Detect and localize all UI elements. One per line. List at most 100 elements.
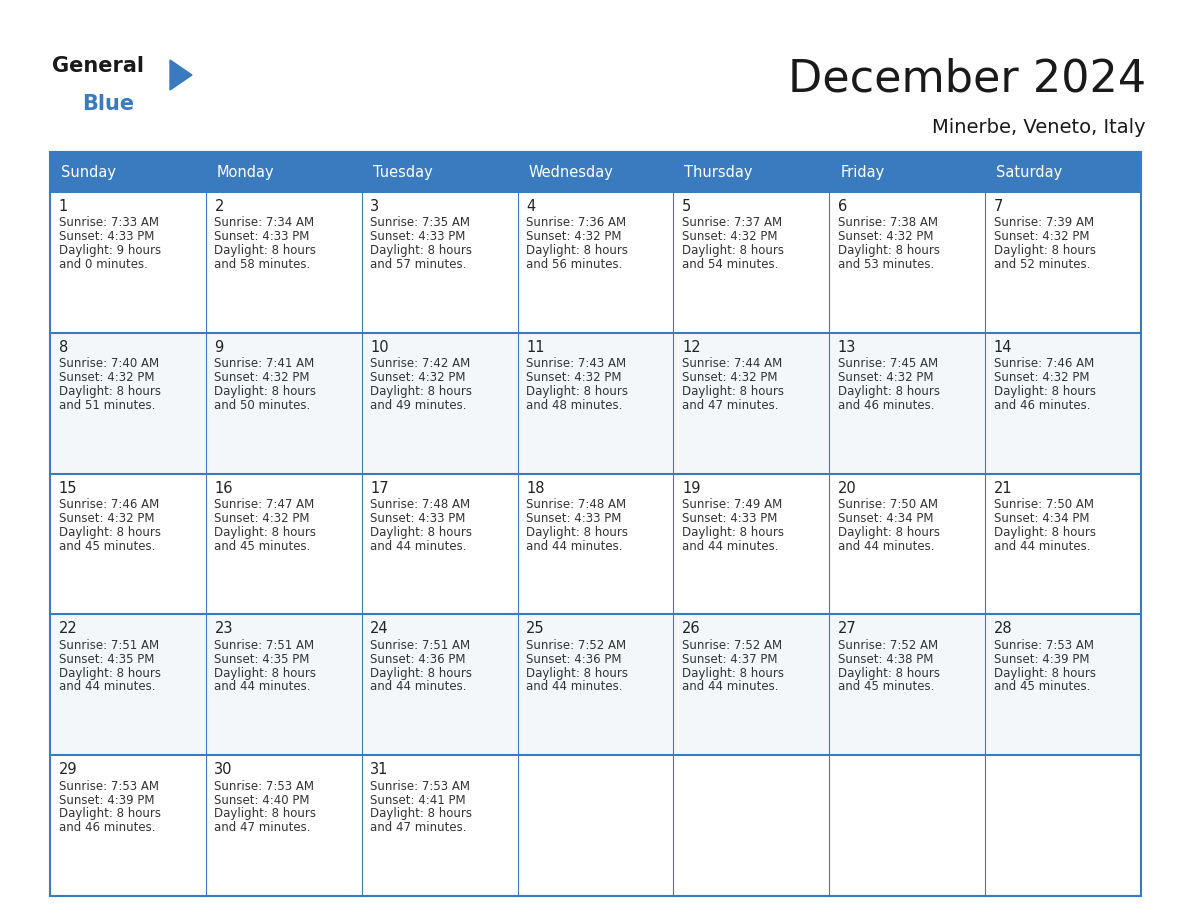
Text: Sunset: 4:33 PM: Sunset: 4:33 PM [371,230,466,243]
Text: Sunrise: 7:52 AM: Sunrise: 7:52 AM [682,639,782,652]
Text: Sunset: 4:37 PM: Sunset: 4:37 PM [682,653,777,666]
Text: Daylight: 8 hours: Daylight: 8 hours [214,244,316,257]
Text: Sunset: 4:33 PM: Sunset: 4:33 PM [526,512,621,525]
Text: Daylight: 8 hours: Daylight: 8 hours [58,385,160,397]
Text: Sunrise: 7:37 AM: Sunrise: 7:37 AM [682,217,782,230]
Text: 14: 14 [993,340,1012,354]
Text: Sunset: 4:32 PM: Sunset: 4:32 PM [993,371,1089,384]
Bar [518,152,674,192]
Text: and 46 minutes.: and 46 minutes. [838,398,934,411]
Text: Daylight: 8 hours: Daylight: 8 hours [682,385,784,397]
Bar [50,192,1140,333]
Text: General: General [52,56,144,76]
Text: Sunset: 4:33 PM: Sunset: 4:33 PM [371,512,466,525]
Text: 28: 28 [993,621,1012,636]
Text: Sunrise: 7:39 AM: Sunrise: 7:39 AM [993,217,1094,230]
Bar [361,152,518,192]
Text: Sunset: 4:33 PM: Sunset: 4:33 PM [682,512,777,525]
Text: Sunrise: 7:53 AM: Sunrise: 7:53 AM [371,779,470,793]
Text: 9: 9 [214,340,223,354]
Text: Sunset: 4:32 PM: Sunset: 4:32 PM [526,230,621,243]
Text: Daylight: 8 hours: Daylight: 8 hours [214,526,316,539]
Text: Daylight: 8 hours: Daylight: 8 hours [58,526,160,539]
Text: 12: 12 [682,340,701,354]
Text: and 54 minutes.: and 54 minutes. [682,258,778,271]
Text: Sunset: 4:32 PM: Sunset: 4:32 PM [526,371,621,384]
Text: Sunrise: 7:45 AM: Sunrise: 7:45 AM [838,357,939,370]
Text: Daylight: 8 hours: Daylight: 8 hours [993,385,1095,397]
Text: and 45 minutes.: and 45 minutes. [58,540,154,553]
Text: Blue: Blue [82,94,134,114]
Text: Sunrise: 7:41 AM: Sunrise: 7:41 AM [214,357,315,370]
Text: Sunset: 4:33 PM: Sunset: 4:33 PM [58,230,154,243]
Text: 5: 5 [682,199,691,214]
Text: Daylight: 8 hours: Daylight: 8 hours [371,526,473,539]
Text: and 46 minutes.: and 46 minutes. [993,398,1091,411]
Text: Sunrise: 7:42 AM: Sunrise: 7:42 AM [371,357,470,370]
Text: Sunrise: 7:50 AM: Sunrise: 7:50 AM [993,498,1094,511]
Text: Sunset: 4:32 PM: Sunset: 4:32 PM [682,230,777,243]
Text: and 46 minutes.: and 46 minutes. [58,821,156,834]
Text: Sunset: 4:32 PM: Sunset: 4:32 PM [838,230,934,243]
Text: Sunrise: 7:50 AM: Sunrise: 7:50 AM [838,498,937,511]
Text: Sunset: 4:38 PM: Sunset: 4:38 PM [838,653,934,666]
Text: and 58 minutes.: and 58 minutes. [214,258,311,271]
Text: Daylight: 8 hours: Daylight: 8 hours [371,666,473,679]
Text: and 48 minutes.: and 48 minutes. [526,398,623,411]
Bar [50,152,206,192]
Text: Daylight: 8 hours: Daylight: 8 hours [526,244,628,257]
Text: and 50 minutes.: and 50 minutes. [214,398,311,411]
Text: Sunset: 4:34 PM: Sunset: 4:34 PM [838,512,934,525]
Text: 10: 10 [371,340,388,354]
Text: and 45 minutes.: and 45 minutes. [838,680,934,693]
Text: 27: 27 [838,621,857,636]
Text: Tuesday: Tuesday [373,164,432,180]
Text: Daylight: 8 hours: Daylight: 8 hours [371,385,473,397]
Text: Daylight: 9 hours: Daylight: 9 hours [58,244,160,257]
Text: Daylight: 8 hours: Daylight: 8 hours [682,666,784,679]
Text: 15: 15 [58,481,77,496]
Text: Sunset: 4:32 PM: Sunset: 4:32 PM [993,230,1089,243]
Bar [50,333,1140,474]
Text: Sunset: 4:36 PM: Sunset: 4:36 PM [371,653,466,666]
Text: 16: 16 [214,481,233,496]
Text: 4: 4 [526,199,536,214]
Text: Sunset: 4:32 PM: Sunset: 4:32 PM [214,371,310,384]
Text: Sunrise: 7:53 AM: Sunrise: 7:53 AM [214,779,315,793]
Text: Sunset: 4:41 PM: Sunset: 4:41 PM [371,793,466,807]
Text: 21: 21 [993,481,1012,496]
Text: Sunrise: 7:40 AM: Sunrise: 7:40 AM [58,357,159,370]
Text: Daylight: 8 hours: Daylight: 8 hours [58,807,160,821]
Text: 2: 2 [214,199,223,214]
Text: Daylight: 8 hours: Daylight: 8 hours [58,666,160,679]
Text: Daylight: 8 hours: Daylight: 8 hours [838,526,940,539]
Text: Daylight: 8 hours: Daylight: 8 hours [526,666,628,679]
Bar [50,756,1140,896]
Text: Sunset: 4:40 PM: Sunset: 4:40 PM [214,793,310,807]
Bar [674,152,829,192]
Text: Sunset: 4:32 PM: Sunset: 4:32 PM [214,512,310,525]
Text: and 52 minutes.: and 52 minutes. [993,258,1091,271]
Text: Sunday: Sunday [61,164,116,180]
Text: Sunset: 4:36 PM: Sunset: 4:36 PM [526,653,621,666]
Text: 31: 31 [371,762,388,778]
Text: Daylight: 8 hours: Daylight: 8 hours [993,244,1095,257]
Text: Sunrise: 7:53 AM: Sunrise: 7:53 AM [993,639,1094,652]
Bar [50,152,1140,896]
Text: 19: 19 [682,481,701,496]
Text: 17: 17 [371,481,388,496]
Text: Daylight: 8 hours: Daylight: 8 hours [838,244,940,257]
Text: and 49 minutes.: and 49 minutes. [371,398,467,411]
Text: Daylight: 8 hours: Daylight: 8 hours [526,526,628,539]
Text: Daylight: 8 hours: Daylight: 8 hours [214,666,316,679]
Text: Sunset: 4:32 PM: Sunset: 4:32 PM [371,371,466,384]
Text: Daylight: 8 hours: Daylight: 8 hours [838,666,940,679]
Text: and 44 minutes.: and 44 minutes. [526,540,623,553]
Text: and 44 minutes.: and 44 minutes. [682,680,778,693]
Bar [206,152,361,192]
Bar [985,152,1140,192]
Text: 30: 30 [214,762,233,778]
Bar [50,614,1140,756]
Text: Sunrise: 7:38 AM: Sunrise: 7:38 AM [838,217,937,230]
Text: Minerbe, Veneto, Italy: Minerbe, Veneto, Italy [933,118,1146,137]
